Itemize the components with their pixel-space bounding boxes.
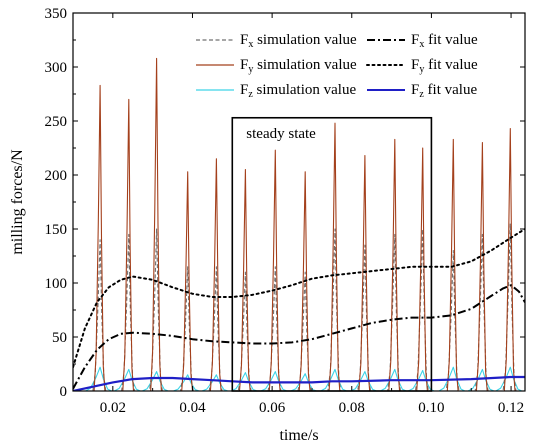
y-tick-label: 0 (60, 384, 68, 400)
series-fx-fit-value (73, 284, 525, 390)
y-tick-label: 200 (45, 168, 68, 184)
y-tick-label: 300 (45, 60, 68, 76)
series-fz-simulation-value (73, 366, 525, 391)
legend-label-fx-simulation-value: Fx simulation value (240, 32, 357, 50)
x-tick-label: 0.02 (100, 400, 126, 416)
series-fy-simulation-value (73, 57, 525, 391)
legend-label-fy-fit-value: Fy fit value (411, 57, 478, 75)
axes-layer: 0.02 0.04 0.06 0.08 0.10 0.12 0 50 100 150 200 250 3… (45, 6, 525, 416)
y-tick-label: 50 (52, 330, 67, 346)
legend: Fx simulation value Fy simulation value Fz… (196, 32, 478, 100)
y-tick-label: 100 (45, 276, 68, 292)
x-axis-title: time/s (279, 427, 318, 444)
data-layer (73, 57, 525, 391)
series-fx-simulation-value (73, 223, 525, 391)
x-tick-label: 0.06 (259, 400, 286, 416)
y-tick-label: 250 (45, 114, 68, 130)
y-tick-label: 350 (45, 6, 68, 22)
legend-label-fx-fit-value: Fx fit value (411, 32, 478, 50)
x-tick-label: 0.04 (179, 400, 206, 416)
series-fy-fit-value (73, 228, 525, 369)
legend-label-fz-simulation-value: Fz simulation value (240, 82, 356, 100)
steady-state-box (231, 116, 433, 392)
y-tick-label: 150 (45, 222, 68, 238)
y-axis-title: milling forces/N (9, 149, 26, 255)
legend-label-fz-fit-value: Fz fit value (411, 82, 477, 100)
x-tick-label: 0.12 (498, 400, 524, 416)
x-tick-label: 0.08 (339, 400, 365, 416)
steady-state-label: steady state (246, 126, 316, 142)
series-fz-fit-value (73, 375, 525, 391)
legend-label-fy-simulation-value: Fy simulation value (240, 57, 357, 75)
x-tick-label: 0.10 (418, 400, 444, 416)
